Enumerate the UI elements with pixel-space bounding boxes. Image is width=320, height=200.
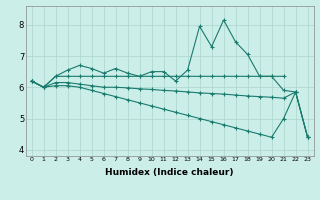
X-axis label: Humidex (Indice chaleur): Humidex (Indice chaleur) <box>105 168 234 177</box>
